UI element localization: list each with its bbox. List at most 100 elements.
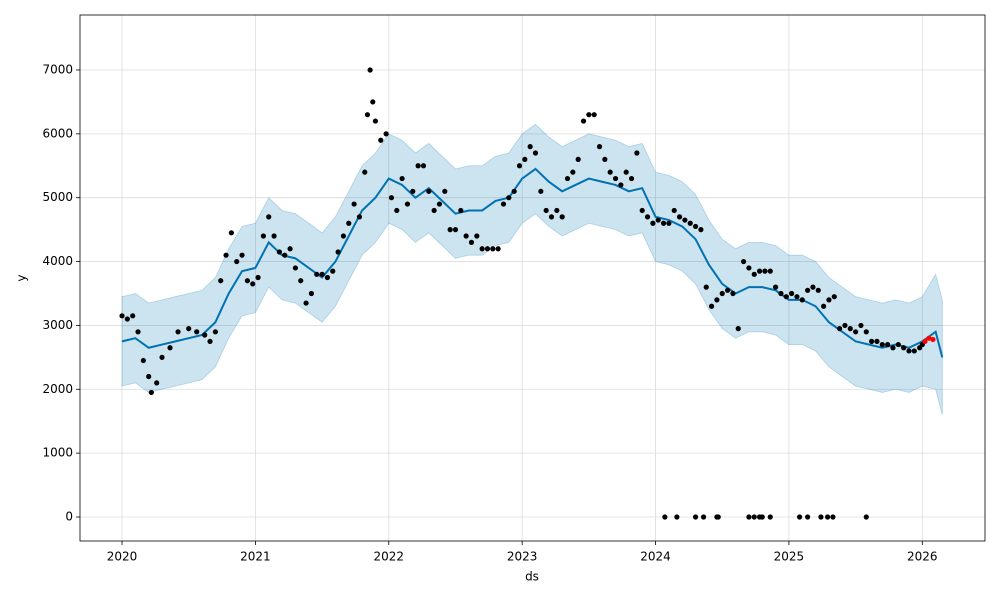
data-point	[340, 233, 347, 239]
data-point	[879, 341, 885, 348]
data-point	[671, 207, 677, 214]
uncertainty-band	[121, 123, 943, 415]
data-point	[415, 163, 421, 169]
data-point	[266, 214, 272, 220]
y-tick-label: 6000	[42, 126, 73, 140]
data-point	[842, 322, 848, 329]
data-point	[901, 345, 907, 351]
data-point	[746, 514, 752, 520]
data-point	[500, 201, 507, 207]
data-point	[674, 514, 680, 520]
data-point	[847, 326, 853, 332]
data-point	[447, 227, 453, 233]
plot-frame	[79, 14, 986, 542]
data-point	[874, 338, 880, 344]
data-point	[516, 163, 523, 169]
data-point	[858, 322, 864, 329]
data-point	[543, 207, 549, 214]
data-point	[715, 514, 721, 520]
data-point	[644, 214, 651, 220]
data-point	[335, 249, 341, 255]
data-point	[837, 326, 843, 332]
data-point	[692, 514, 699, 520]
data-point	[735, 326, 741, 332]
data-point	[762, 268, 768, 274]
x-axis-label: ds	[525, 570, 539, 584]
data-point	[825, 514, 831, 520]
data-point	[634, 150, 640, 156]
data-point	[175, 329, 181, 335]
data-point	[130, 313, 136, 319]
data-point	[250, 281, 256, 287]
data-point	[639, 207, 645, 214]
data-point	[796, 514, 803, 520]
y-axis-label: y	[15, 274, 29, 281]
data-point	[330, 268, 336, 274]
data-point	[922, 338, 928, 344]
data-point	[511, 188, 517, 194]
data-point	[818, 514, 824, 520]
data-point	[506, 195, 512, 201]
y-tick-label: 2000	[42, 382, 73, 396]
data-point	[119, 313, 125, 319]
data-point	[538, 188, 544, 194]
data-point	[666, 220, 672, 226]
y-tick-label: 4000	[42, 254, 73, 268]
data-point	[364, 112, 371, 118]
data-point	[298, 278, 304, 284]
x-tick-label: 2023	[507, 550, 538, 564]
data-point	[324, 274, 331, 281]
data-point	[559, 214, 565, 220]
data-point	[660, 220, 667, 226]
data-point	[442, 188, 448, 194]
data-point	[612, 175, 619, 182]
data-point	[623, 169, 629, 175]
y-tick-label: 5000	[42, 190, 73, 204]
data-point	[436, 201, 443, 207]
data-point	[687, 220, 693, 226]
data-point	[303, 300, 309, 306]
data-point	[292, 265, 299, 271]
data-point	[906, 348, 912, 354]
data-point	[746, 265, 752, 271]
data-point	[830, 514, 836, 520]
data-point	[452, 227, 459, 233]
grid	[80, 15, 985, 541]
data-point	[708, 303, 715, 309]
data-point	[885, 341, 891, 348]
data-point	[388, 195, 395, 201]
data-point	[474, 233, 480, 239]
data-point	[580, 118, 587, 124]
data-point	[596, 144, 603, 150]
data-point	[826, 297, 832, 303]
data-point	[863, 329, 869, 335]
data-point	[794, 294, 800, 300]
data-point	[759, 514, 765, 520]
data-point	[346, 220, 352, 226]
data-point	[591, 112, 597, 118]
data-point	[730, 290, 736, 297]
data-point	[420, 163, 427, 169]
data-point	[426, 188, 432, 194]
data-point	[767, 514, 773, 520]
data-point	[223, 252, 229, 258]
data-point	[714, 297, 720, 303]
data-point	[751, 514, 757, 520]
data-point	[586, 112, 592, 118]
data-point	[234, 258, 240, 265]
data-point	[682, 217, 688, 223]
data-point	[831, 294, 837, 300]
data-point	[282, 252, 288, 258]
forecast-line	[121, 167, 944, 358]
data-point	[287, 246, 293, 252]
data-point	[367, 67, 373, 73]
data-point	[602, 156, 608, 162]
y-tick-label: 3000	[42, 318, 73, 332]
y-tick-label: 7000	[42, 62, 73, 76]
data-point	[148, 389, 154, 396]
data-point	[239, 252, 245, 258]
data-point	[378, 137, 384, 143]
data-point	[719, 290, 725, 297]
data-point	[911, 348, 917, 354]
data-point	[135, 329, 141, 335]
